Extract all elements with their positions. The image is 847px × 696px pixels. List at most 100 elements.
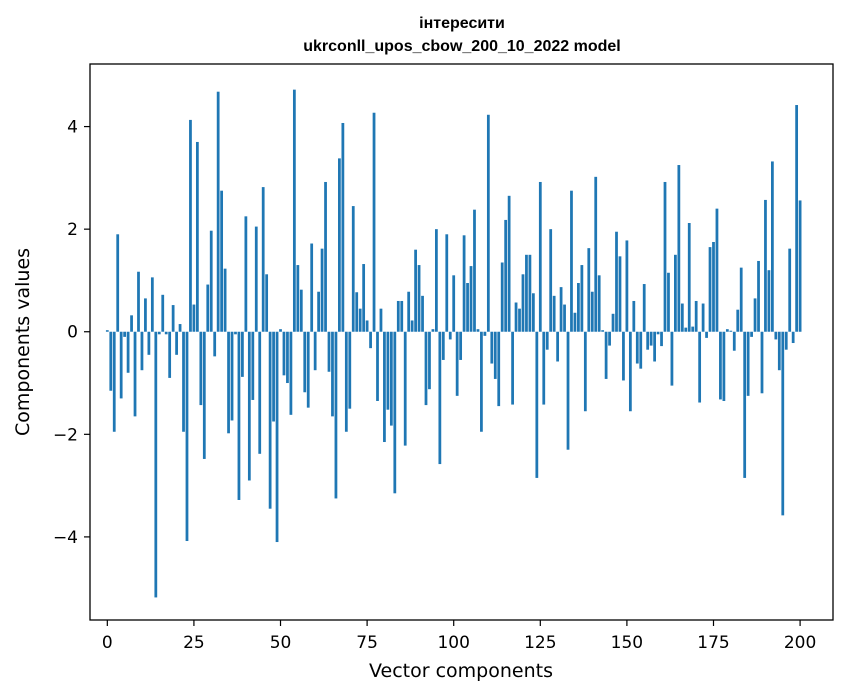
bar-194 — [777, 331, 781, 371]
bar-137 — [580, 265, 584, 332]
bar-8 — [133, 331, 137, 417]
bar-52 — [286, 331, 289, 384]
bar-166 — [680, 303, 684, 332]
bar-135 — [573, 312, 577, 332]
bar-39 — [241, 331, 244, 377]
bar-129 — [552, 295, 556, 332]
bar-71 — [351, 206, 355, 332]
bar-95 — [435, 229, 438, 332]
bar-184 — [743, 331, 747, 478]
bar-163 — [670, 331, 674, 386]
x-tick-label: 125 — [524, 633, 556, 653]
bar-58 — [306, 331, 310, 408]
bar-7 — [130, 315, 133, 332]
bar-196 — [784, 331, 788, 350]
bar-98 — [445, 234, 449, 332]
bar-75 — [365, 320, 369, 332]
bar-32 — [216, 91, 220, 332]
bar-182 — [736, 309, 740, 332]
bar-62 — [320, 248, 324, 332]
bar-146 — [611, 313, 615, 332]
y-axis-label: Components values — [12, 248, 34, 436]
bar-70 — [348, 331, 352, 409]
y-tick-label: 0 — [67, 323, 78, 343]
plot-frame — [89, 63, 834, 621]
bar-136 — [577, 283, 580, 332]
bar-172 — [701, 303, 705, 332]
bar-38 — [237, 331, 241, 500]
bar-59 — [310, 243, 314, 332]
bar-57 — [303, 331, 307, 393]
x-ticks: 0 25 50 75 100 125 150 175 200 — [102, 620, 816, 653]
bar-25 — [192, 304, 196, 332]
bar-147 — [615, 231, 618, 332]
bar-24 — [189, 119, 192, 332]
y-ticks: −4 −2 0 2 4 — [53, 118, 90, 548]
bar-56 — [299, 289, 303, 332]
bar-102 — [459, 331, 463, 360]
bar-92 — [424, 331, 428, 406]
bar-79 — [379, 308, 383, 332]
bar-36 — [230, 331, 234, 421]
bar-94 — [431, 329, 435, 332]
bar-138 — [583, 331, 587, 412]
bar-186 — [750, 331, 753, 337]
bar-72 — [355, 292, 359, 332]
bar-55 — [296, 265, 300, 332]
bar-18 — [168, 331, 172, 378]
bar-123 — [531, 293, 535, 332]
bar-107 — [476, 329, 480, 332]
bar-46 — [265, 274, 269, 332]
bar-197 — [788, 248, 792, 332]
bar-27 — [199, 331, 203, 406]
bar-19 — [171, 305, 175, 332]
bar-99 — [448, 331, 452, 340]
bar-104 — [466, 283, 469, 332]
x-tick-label: 75 — [356, 633, 378, 653]
bar-154 — [639, 331, 643, 369]
bar-195 — [781, 331, 785, 516]
bar-191 — [767, 270, 771, 332]
bar-159 — [656, 331, 660, 335]
bar-28 — [202, 331, 206, 459]
bar-11 — [144, 298, 147, 332]
bar-175 — [712, 241, 715, 332]
bar-26 — [195, 141, 199, 332]
bar-61 — [317, 291, 320, 332]
bar-51 — [282, 331, 286, 376]
bar-88 — [410, 320, 414, 332]
bar-13 — [150, 277, 154, 332]
bar-31 — [213, 331, 217, 357]
bar-74 — [362, 264, 366, 332]
bar-14 — [154, 331, 158, 598]
bar-80 — [383, 331, 386, 443]
bar-128 — [549, 229, 553, 332]
bar-23 — [185, 331, 189, 542]
y-tick-label: 2 — [67, 220, 78, 240]
bar-142 — [597, 275, 601, 332]
bar-6 — [126, 331, 130, 373]
bar-169 — [691, 326, 695, 332]
bar-96 — [438, 331, 442, 465]
bar-188 — [757, 260, 760, 332]
bar-165 — [677, 165, 681, 332]
bar-121 — [525, 254, 528, 332]
bar-174 — [708, 247, 712, 332]
y-tick-label: 4 — [67, 118, 78, 138]
bar-54 — [292, 89, 296, 332]
bar-109 — [483, 331, 487, 336]
bar-103 — [462, 235, 466, 332]
bar-112 — [493, 331, 497, 379]
bar-91 — [421, 295, 424, 332]
bar-148 — [618, 256, 622, 332]
bar-86 — [403, 331, 407, 446]
bar-63 — [324, 181, 327, 332]
bar-41 — [247, 331, 251, 481]
bar-157 — [649, 331, 653, 346]
bar-66 — [334, 331, 338, 499]
bar-49 — [275, 331, 279, 543]
bar-151 — [628, 331, 632, 412]
bar-84 — [396, 300, 400, 332]
bar-4 — [119, 331, 123, 399]
